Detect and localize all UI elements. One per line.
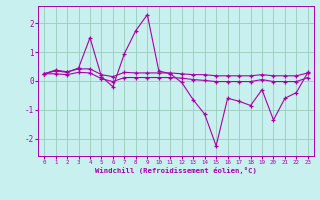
- X-axis label: Windchill (Refroidissement éolien,°C): Windchill (Refroidissement éolien,°C): [95, 167, 257, 174]
